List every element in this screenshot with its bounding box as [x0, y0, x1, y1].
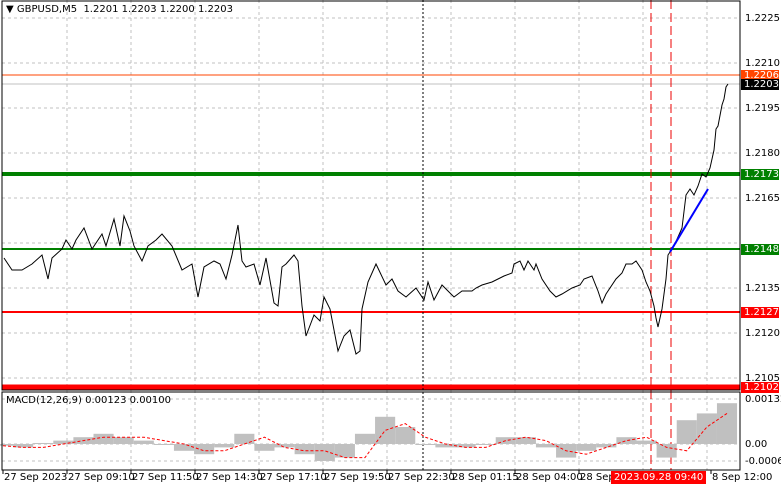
- macd-panel: [0, 403, 738, 461]
- time-tick: 27 Sep 11:50: [132, 472, 199, 483]
- price-badge-bid: 1.2203: [741, 79, 779, 90]
- macd-tick: 0.00: [745, 439, 768, 450]
- time-tick: 27 Sep 22:30: [388, 472, 455, 483]
- macd-histogram-bar: [475, 444, 496, 445]
- macd-histogram-bar: [53, 440, 74, 444]
- price-badge-support: 1.2127: [741, 307, 779, 318]
- macd-histogram-bar: [133, 440, 154, 444]
- chart-header: ▼ GBPUSD,M5 1.2201 1.2203 1.2200 1.2203: [6, 4, 233, 15]
- time-tick: 27 Sep 09:10: [68, 472, 135, 483]
- time-tick: 28 Sep 04:00: [516, 472, 583, 483]
- time-tick: 28 Sep 01:15: [452, 472, 519, 483]
- price-badge-resistance: 1.2173: [741, 169, 779, 180]
- price-line: [3, 83, 729, 355]
- macd-histogram-bar: [535, 444, 557, 448]
- price-tick: 1.2210: [745, 58, 780, 69]
- time-tick: 8 Sep 12:00: [712, 472, 773, 483]
- macd-histogram-bar: [93, 433, 114, 444]
- triangle-down-icon[interactable]: ▼: [6, 4, 14, 15]
- macd-histogram-bar: [254, 444, 275, 451]
- macd-histogram-bar: [113, 437, 134, 444]
- time-tick: 27 Sep 2023: [4, 472, 68, 483]
- macd-histogram-bar: [153, 444, 174, 445]
- price-badge-support: 1.2102: [741, 382, 779, 393]
- time-tick: 27 Sep 14:30: [196, 472, 263, 483]
- macd-tick: 0.00132: [745, 394, 781, 405]
- macd-histogram-bar: [214, 444, 235, 448]
- price-tick: 1.2105: [745, 373, 780, 384]
- macd-histogram-bar: [334, 444, 355, 458]
- ohlc-values: 1.2201 1.2203 1.2200 1.2203: [83, 4, 233, 15]
- price-tick: 1.2120: [745, 328, 780, 339]
- macd-tick: -0.00063: [745, 456, 781, 467]
- time-tick: 28 Sep: [580, 472, 615, 483]
- macd-histogram-bar: [515, 437, 536, 444]
- price-badge-resistance: 1.2148: [741, 244, 779, 255]
- price-series-line: [3, 83, 729, 355]
- macd-histogram-bar: [656, 444, 677, 458]
- symbol-label: GBPUSD,M5: [16, 4, 78, 15]
- macd-label: MACD(12,26,9) 0.00123 0.00100: [6, 395, 172, 406]
- trend-line[interactable]: [669, 188, 709, 253]
- main-panel-border: [1, 0, 741, 391]
- level-lines: [2, 74, 740, 390]
- time-tick: 27 Sep 19:50: [324, 472, 391, 483]
- macd-histogram-bar: [194, 444, 215, 455]
- macd-histogram-bar: [0, 444, 14, 446]
- time-tick: 27 Sep 17:10: [260, 472, 327, 483]
- price-tick: 1.2135: [745, 283, 780, 294]
- macd-histogram-bar: [13, 444, 34, 448]
- macd-histogram-bar: [596, 444, 617, 448]
- macd-histogram-bar: [234, 433, 255, 444]
- macd-panel-border: [1, 391, 741, 471]
- macd-histogram-bar: [314, 444, 335, 461]
- macd-histogram-bar: [173, 444, 195, 451]
- price-tick: 1.2180: [745, 148, 780, 159]
- price-tick: 1.2225: [745, 13, 780, 24]
- price-tick: 1.2165: [745, 193, 780, 204]
- macd-histogram-bar: [616, 437, 637, 444]
- macd-histogram-bar: [455, 444, 476, 448]
- macd-histogram-bar: [636, 440, 657, 444]
- macd-histogram-bar: [274, 444, 295, 448]
- cursor-time-badge: 2023.09.28 09:40: [611, 471, 707, 484]
- macd-histogram-bar: [33, 442, 54, 444]
- price-badge-ask: 1.2206: [741, 70, 779, 81]
- macd-histogram-bar: [696, 413, 717, 444]
- macd-histogram-bar: [294, 444, 315, 455]
- macd-histogram-bar: [435, 444, 456, 448]
- macd-histogram-bar: [676, 420, 697, 444]
- price-tick: 1.2195: [745, 103, 780, 114]
- macd-histogram-bar: [716, 403, 738, 444]
- macd-histogram-bar: [576, 444, 597, 451]
- macd-histogram-bar: [354, 433, 376, 444]
- macd-histogram-bar: [415, 444, 436, 445]
- macd-histogram-bar: [395, 427, 416, 444]
- macd-signal-line: [2, 412, 728, 459]
